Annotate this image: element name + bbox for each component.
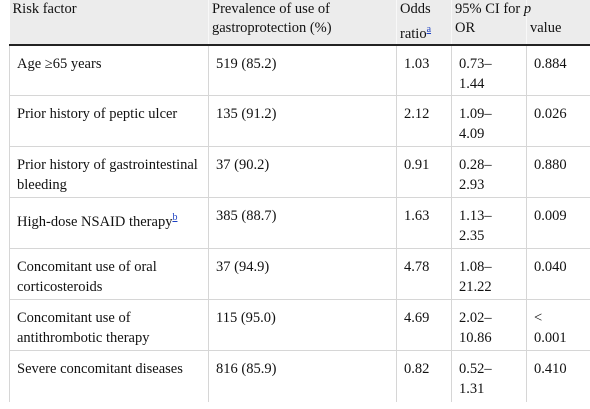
odds-ratio-cell: 4.78 — [396, 248, 452, 301]
risk-factor-cell: Severe concomitant diseases — [9, 350, 209, 402]
ci-upper: 21.22 — [459, 279, 492, 296]
table-row: Prior history of peptic ulcer 135 (91.2)… — [9, 95, 590, 148]
ci-lower: 1.13– — [459, 208, 492, 225]
odds-ratio-cell: 1.63 — [396, 197, 452, 250]
odds-ratio-cell: 0.91 — [396, 146, 452, 199]
ci-upper: 10.86 — [459, 330, 492, 347]
table-row: Severe concomitant diseases 816 (85.9) 0… — [9, 350, 590, 402]
header-p-value: value — [526, 0, 590, 45]
p-value-cell: 0.884 — [526, 44, 590, 97]
ci-cell: 1.08– 21.22 — [451, 248, 527, 301]
ci-cell: 1.09– 4.09 — [451, 95, 527, 148]
odds-ratio-cell: 1.03 — [396, 44, 452, 97]
table-header-row: Risk factor Prevalence of use of gastrop… — [9, 0, 590, 45]
header-prevalence: Prevalence of use of gastroprotection (%… — [208, 0, 397, 45]
risk-factor-label: Severe concomitant diseases — [17, 361, 183, 378]
odds-ratio-cell: 0.82 — [396, 350, 452, 402]
risk-factor-label: Prior history of peptic ulcer — [17, 106, 178, 123]
prevalence-value: 37 (94.9) — [216, 259, 270, 276]
ci-lower: 1.08– — [459, 259, 492, 276]
risk-factor-label: Concomitant use of oral corticosteroids — [17, 259, 157, 296]
prevalence-value: 135 (91.2) — [216, 106, 277, 123]
risk-factor-cell: High-dose NSAID therapyb — [9, 197, 209, 250]
risk-factor-cell: Concomitant use of oral corticosteroids — [9, 248, 209, 301]
header-ci: 95% CI for p OR — [451, 0, 531, 45]
footnote-link-b[interactable]: b — [172, 212, 178, 224]
risk-factor-label: Concomitant use of antithrombotic therap… — [17, 310, 150, 347]
prevalence-cell: 816 (85.9) — [208, 350, 397, 402]
prevalence-value: 115 (95.0) — [216, 310, 276, 327]
ci-cell: 0.28– 2.93 — [451, 146, 527, 199]
ci-upper: 2.35 — [459, 228, 485, 245]
odds-ratio-value: 0.91 — [404, 157, 430, 174]
ci-lower: 0.52– — [459, 361, 492, 378]
ci-cell: 0.73– 1.44 — [451, 44, 527, 97]
odds-ratio-value: 0.82 — [404, 361, 430, 378]
prevalence-cell: 135 (91.2) — [208, 95, 397, 148]
prevalence-cell: 37 (94.9) — [208, 248, 397, 301]
header-risk-factor: Risk factor — [9, 0, 209, 45]
p-value: 0.880 — [534, 157, 567, 174]
odds-ratio-cell: 4.69 — [396, 299, 452, 352]
p-value-cell: 0.040 — [526, 248, 590, 301]
footnote-link-a[interactable]: a — [426, 24, 432, 35]
ci-upper: 4.09 — [459, 126, 485, 143]
table-row: Prior history of gastrointestinal bleedi… — [9, 146, 590, 199]
p-value: 0.009 — [534, 208, 567, 225]
p-value: 0.026 — [534, 106, 567, 123]
header-odds-ratio: Odds ratioa — [396, 0, 452, 45]
risk-factor-label: Age ≥65 years — [17, 55, 102, 72]
p-value-cell: <0.001 — [526, 299, 590, 352]
prevalence-value: 37 (90.2) — [216, 157, 270, 174]
p-value-continued: 0.001 — [534, 330, 567, 347]
odds-ratio-value: 1.03 — [404, 55, 430, 72]
prevalence-value: 816 (85.9) — [216, 361, 277, 378]
risk-factor-cell: Concomitant use of antithrombotic therap… — [9, 299, 209, 352]
p-value: 0.884 — [534, 55, 567, 72]
p-value: 0.410 — [534, 361, 567, 378]
prevalence-cell: 37 (90.2) — [208, 146, 397, 199]
prevalence-cell: 385 (88.7) — [208, 197, 397, 250]
odds-ratio-cell: 2.12 — [396, 95, 452, 148]
p-value-cell: 0.026 — [526, 95, 590, 148]
risk-factor-label: Prior history of gastrointestinal bleedi… — [17, 157, 198, 194]
p-value: < — [534, 310, 543, 327]
p-value-cell: 0.410 — [526, 350, 590, 402]
risk-factor-label: High-dose NSAID therapy — [17, 214, 173, 231]
odds-ratio-value: 2.12 — [404, 106, 430, 123]
risk-factor-cell: Prior history of gastrointestinal bleedi… — [9, 146, 209, 199]
risk-factor-table: Risk factor Prevalence of use of gastrop… — [9, 0, 590, 402]
odds-ratio-value: 4.69 — [404, 310, 430, 327]
ci-lower: 0.73– — [459, 55, 492, 72]
table-row: Age ≥65 years 519 (85.2) 1.03 0.73– 1.44 … — [9, 44, 590, 97]
ci-upper: 1.44 — [459, 75, 485, 92]
ci-lower: 0.28– — [459, 157, 492, 174]
table-row: Concomitant use of antithrombotic therap… — [9, 299, 590, 352]
prevalence-cell: 115 (95.0) — [208, 299, 397, 352]
p-value-cell: 0.009 — [526, 197, 590, 250]
risk-factor-cell: Age ≥65 years — [9, 44, 209, 97]
p-value-cell: 0.880 — [526, 146, 590, 199]
risk-factor-cell: Prior history of peptic ulcer — [9, 95, 209, 148]
odds-ratio-value: 4.78 — [404, 259, 430, 276]
prevalence-value: 385 (88.7) — [216, 208, 277, 225]
prevalence-cell: 519 (85.2) — [208, 44, 397, 97]
table-row: High-dose NSAID therapyb 385 (88.7) 1.63… — [9, 197, 590, 250]
prevalence-value: 519 (85.2) — [216, 55, 277, 72]
p-value: 0.040 — [534, 259, 567, 276]
ci-upper: 2.93 — [459, 177, 485, 194]
ci-lower: 1.09– — [459, 106, 492, 123]
table-row: Concomitant use of oral corticosteroids … — [9, 248, 590, 301]
ci-lower: 2.02– — [459, 310, 492, 327]
ci-cell: 2.02– 10.86 — [451, 299, 527, 352]
ci-cell: 0.52– 1.31 — [451, 350, 527, 402]
ci-cell: 1.13– 2.35 — [451, 197, 527, 250]
odds-ratio-value: 1.63 — [404, 208, 430, 225]
ci-upper: 1.31 — [459, 381, 485, 398]
